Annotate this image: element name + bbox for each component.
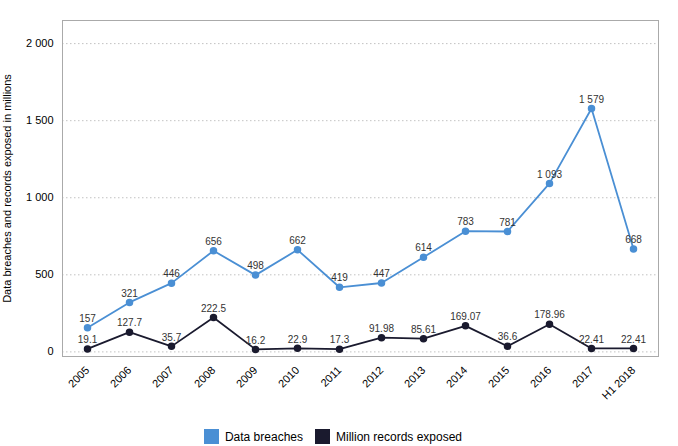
svg-text:2009: 2009 bbox=[234, 364, 260, 390]
svg-text:1 000: 1 000 bbox=[26, 191, 54, 203]
svg-text:668: 668 bbox=[625, 234, 642, 245]
svg-text:H1 2018: H1 2018 bbox=[600, 364, 638, 402]
svg-text:22.41: 22.41 bbox=[579, 334, 604, 345]
svg-text:2008: 2008 bbox=[192, 364, 218, 390]
svg-text:656: 656 bbox=[205, 236, 222, 247]
svg-text:2 000: 2 000 bbox=[26, 37, 54, 49]
svg-text:2006: 2006 bbox=[108, 364, 134, 390]
svg-text:781: 781 bbox=[499, 217, 516, 228]
svg-text:419: 419 bbox=[331, 272, 348, 283]
svg-text:Data breaches and records expo: Data breaches and records exposed in mil… bbox=[1, 74, 13, 303]
html-text:Million records exposed: Million records exposed bbox=[336, 429, 462, 444]
svg-text:127.7: 127.7 bbox=[117, 317, 142, 328]
svg-text:321: 321 bbox=[121, 288, 138, 299]
svg-text:2010: 2010 bbox=[276, 364, 302, 390]
svg-text:85.61: 85.61 bbox=[411, 324, 436, 335]
svg-text:222.5: 222.5 bbox=[201, 303, 226, 314]
svg-text:22.9: 22.9 bbox=[288, 334, 308, 345]
svg-text:1 093: 1 093 bbox=[537, 169, 562, 180]
svg-text:19.1: 19.1 bbox=[78, 334, 98, 345]
svg-text:614: 614 bbox=[415, 242, 432, 253]
svg-text:36.6: 36.6 bbox=[498, 331, 518, 342]
svg-text:662: 662 bbox=[289, 235, 306, 246]
svg-text:91.98: 91.98 bbox=[369, 323, 394, 334]
svg-text:17.3: 17.3 bbox=[330, 334, 350, 345]
svg-text:447: 447 bbox=[373, 268, 390, 279]
svg-text:35.7: 35.7 bbox=[162, 332, 182, 343]
svg-text:446: 446 bbox=[163, 268, 180, 279]
svg-text:2007: 2007 bbox=[150, 364, 176, 390]
svg-text:498: 498 bbox=[247, 260, 264, 271]
svg-text:500: 500 bbox=[35, 268, 53, 280]
svg-text:178.96: 178.96 bbox=[534, 309, 565, 320]
svg-text:2005: 2005 bbox=[66, 364, 92, 390]
svg-text:2013: 2013 bbox=[402, 364, 428, 390]
svg-text:1 579: 1 579 bbox=[579, 94, 604, 105]
svg-text:0: 0 bbox=[47, 345, 53, 357]
svg-text:2014: 2014 bbox=[444, 364, 470, 390]
svg-text:2011: 2011 bbox=[318, 364, 343, 389]
svg-text:169.07: 169.07 bbox=[450, 311, 481, 322]
html-text:Data breaches: Data breaches bbox=[224, 429, 303, 444]
svg-text:157: 157 bbox=[79, 313, 96, 324]
svg-text:16.2: 16.2 bbox=[246, 335, 266, 346]
svg-text:2016: 2016 bbox=[528, 364, 554, 390]
svg-text:2017: 2017 bbox=[570, 364, 596, 390]
svg-text:2012: 2012 bbox=[360, 364, 386, 390]
svg-text:2015: 2015 bbox=[486, 364, 512, 390]
svg-text:22.41: 22.41 bbox=[621, 334, 646, 345]
svg-text:783: 783 bbox=[457, 216, 474, 227]
svg-text:1 500: 1 500 bbox=[26, 114, 54, 126]
